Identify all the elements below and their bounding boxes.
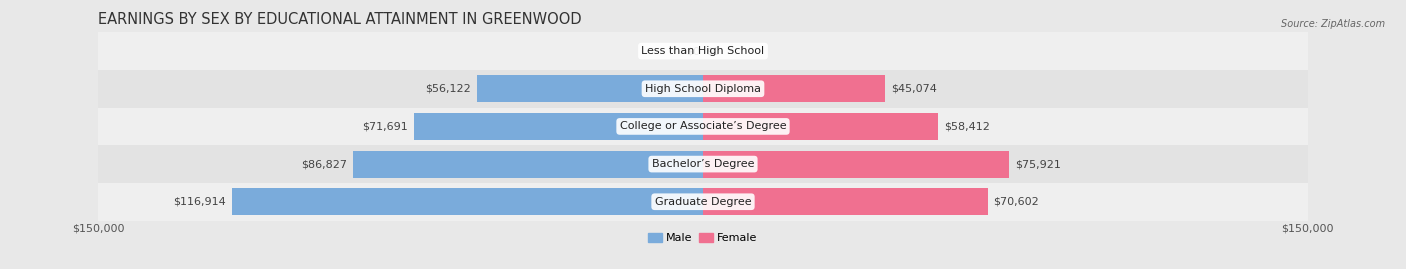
Bar xyxy=(477,75,703,102)
Text: Bachelor’s Degree: Bachelor’s Degree xyxy=(652,159,754,169)
Bar xyxy=(703,75,884,102)
Text: Graduate Degree: Graduate Degree xyxy=(655,197,751,207)
Text: $75,921: $75,921 xyxy=(1015,159,1062,169)
Text: EARNINGS BY SEX BY EDUCATIONAL ATTAINMENT IN GREENWOOD: EARNINGS BY SEX BY EDUCATIONAL ATTAINMEN… xyxy=(98,12,582,27)
Bar xyxy=(703,151,1010,178)
Text: $58,412: $58,412 xyxy=(945,121,990,132)
Bar xyxy=(232,188,703,215)
Text: $0: $0 xyxy=(706,46,720,56)
Text: $86,827: $86,827 xyxy=(301,159,347,169)
Text: $70,602: $70,602 xyxy=(994,197,1039,207)
Text: Less than High School: Less than High School xyxy=(641,46,765,56)
Bar xyxy=(98,32,1308,70)
Text: $45,074: $45,074 xyxy=(891,84,936,94)
Text: High School Diploma: High School Diploma xyxy=(645,84,761,94)
Text: $116,914: $116,914 xyxy=(173,197,226,207)
Bar xyxy=(98,70,1308,108)
Bar xyxy=(413,113,703,140)
Legend: Male, Female: Male, Female xyxy=(648,233,758,243)
Bar xyxy=(703,113,938,140)
Text: $0: $0 xyxy=(686,46,700,56)
Bar xyxy=(353,151,703,178)
Text: $56,122: $56,122 xyxy=(425,84,471,94)
Bar xyxy=(98,145,1308,183)
Text: $71,691: $71,691 xyxy=(363,121,408,132)
Bar xyxy=(98,183,1308,221)
Bar xyxy=(98,108,1308,145)
Text: College or Associate’s Degree: College or Associate’s Degree xyxy=(620,121,786,132)
Bar xyxy=(703,188,987,215)
Text: Source: ZipAtlas.com: Source: ZipAtlas.com xyxy=(1281,19,1385,29)
